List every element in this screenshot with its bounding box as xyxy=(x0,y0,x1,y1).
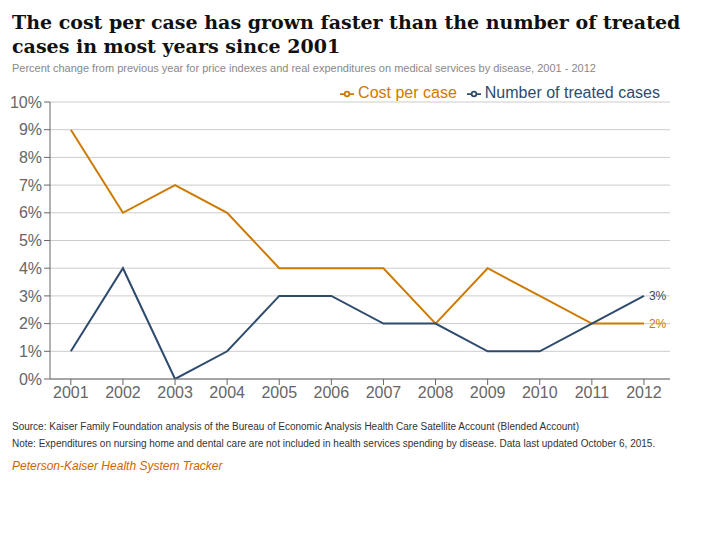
svg-text:0%: 0% xyxy=(19,371,42,388)
svg-text:8%: 8% xyxy=(19,149,42,166)
svg-text:2%: 2% xyxy=(19,315,42,332)
svg-text:7%: 7% xyxy=(19,177,42,194)
html-text:Cost per case: Cost per case xyxy=(358,84,457,101)
svg-text:10%: 10% xyxy=(10,94,42,111)
html-text:Peterson-Kaiser Health System: Peterson-Kaiser Health System Tracker xyxy=(12,459,223,473)
svg-text:2003: 2003 xyxy=(157,384,193,401)
svg-text:2004: 2004 xyxy=(209,384,245,401)
svg-text:2009: 2009 xyxy=(470,384,506,401)
svg-text:2005: 2005 xyxy=(261,384,297,401)
svg-text:1%: 1% xyxy=(19,343,42,360)
svg-text:2%: 2% xyxy=(649,317,667,331)
html-text:Note: Expenditures on nursing: Note: Expenditures on nursing home and d… xyxy=(12,438,656,449)
svg-text:2006: 2006 xyxy=(314,384,350,401)
svg-text:9%: 9% xyxy=(19,121,42,138)
html-text:The cost per case has grown fa: The cost per case has grown faster than … xyxy=(12,11,681,57)
svg-text:4%: 4% xyxy=(19,260,42,277)
html-text:Percent change from previous y: Percent change from previous year for pr… xyxy=(12,62,596,74)
svg-text:3%: 3% xyxy=(19,288,42,305)
svg-text:5%: 5% xyxy=(19,232,42,249)
html-text:Number of treated cases: Number of treated cases xyxy=(484,84,660,101)
html-text:Source: Kaiser Family Foundati: Source: Kaiser Family Foundation analysi… xyxy=(12,421,579,432)
svg-text:2011: 2011 xyxy=(575,384,610,401)
svg-text:6%: 6% xyxy=(19,204,42,221)
svg-text:2001: 2001 xyxy=(53,384,89,401)
svg-text:2007: 2007 xyxy=(366,384,402,401)
svg-text:2008: 2008 xyxy=(418,384,454,401)
svg-text:2012: 2012 xyxy=(626,384,662,401)
svg-text:2010: 2010 xyxy=(522,384,558,401)
svg-text:3%: 3% xyxy=(649,289,667,303)
svg-text:2002: 2002 xyxy=(105,384,141,401)
